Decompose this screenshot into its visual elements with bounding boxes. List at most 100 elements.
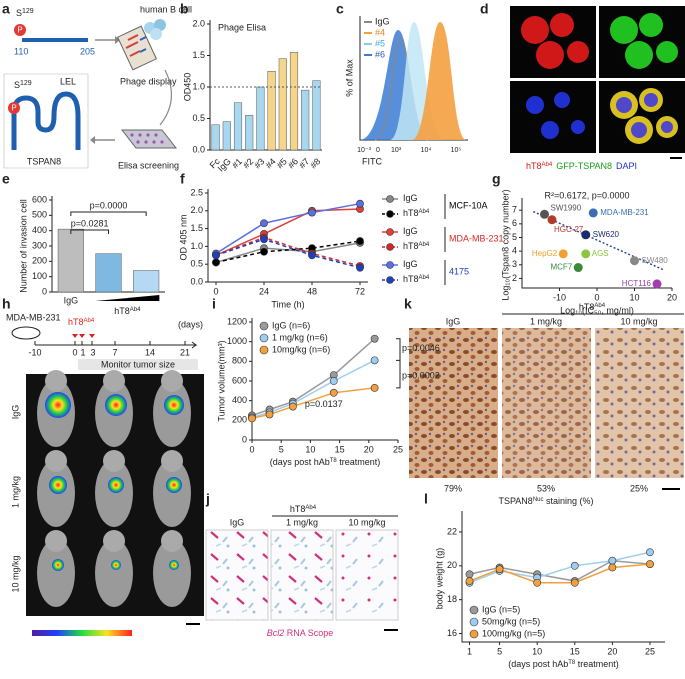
micrograph [335,529,399,621]
caption: Bcl2 RNA Scope [267,628,334,638]
x-tick-label: 10⁵ [451,147,462,154]
text: Ab4 [594,303,605,309]
mouse [95,539,133,607]
timeline-label: 14 [145,347,155,357]
text: hT8 [403,208,419,218]
bar [222,121,231,151]
micrograph [270,529,334,621]
axis-label: (days post hAbT8 treatment) [270,457,381,467]
column-label: 10 mg/kg [348,517,385,527]
marker [533,578,542,587]
legend-marker [386,228,394,236]
y-tick-label: 18 [447,594,457,604]
drug-label: hT8Ab4 [68,317,95,327]
point-label: SW620 [593,230,620,239]
group-label: MCF-10A [449,200,488,210]
mouse-head [45,450,67,472]
y-tick-label: 800 [232,356,247,366]
x-axis-label: FITC [362,156,382,166]
point-label: MDA-MB-231 [600,208,649,217]
group-label: 4175 [449,266,469,276]
x-tick-label: #8 [308,156,322,170]
y-tick-label: 2 [512,273,517,283]
bar [301,89,310,151]
signal [108,477,124,493]
panel-letter: g [492,171,501,187]
legend-label: IgG [403,226,418,236]
y-tick-label: 16 [447,628,457,638]
x-tick-label: 10 [629,292,639,302]
legend-marker [259,333,269,343]
y-tick-label: 0.5 [190,259,203,269]
panel-d: hT8Ab4 GFP-TSPAN8 DAPI [510,6,685,171]
x-tick-label: IgG [64,295,79,305]
marker [308,251,316,260]
phage-icon [116,25,158,71]
marker [370,334,379,343]
y-tick-label: 200 [32,256,47,266]
marker [646,548,654,557]
text: hT8 [579,302,595,312]
signal [111,560,121,570]
x-tick-label: 1 [467,646,472,656]
legend-marker [469,629,479,639]
y-tick-label: 22 [447,526,457,536]
y-tick-label: 200 [232,415,247,425]
x-tick-label: 10 [305,444,315,454]
loop-label: LEL [60,76,76,86]
timeline-label: 7 [112,347,117,357]
text: Ab4 [419,275,430,281]
x-tick-label: 15 [335,444,345,454]
y-tick-label: 0 [42,286,47,296]
x-tick-label: 10⁻³ [357,147,371,154]
legend-marker [469,605,479,615]
marker [370,383,379,392]
axis [461,511,665,643]
marker [608,563,617,572]
series-line [469,551,651,584]
bar [245,115,254,151]
percent-label: 25% [630,483,648,493]
x-tick-label: 25 [393,444,403,454]
bar [233,102,243,151]
x-axis-label: Time (h) [271,299,304,309]
legend-label: #4 [375,27,385,37]
unit-label: (days) [178,319,203,329]
panel-letter: h [2,296,11,312]
percent-label: 79% [444,483,462,493]
text: 129 [22,8,34,15]
point-label: MCF7 [550,263,572,272]
point [588,208,598,218]
start-label: 110 [14,46,28,56]
series-line [215,208,361,256]
signal [49,476,67,494]
legend-label: #5 [375,38,385,48]
cells [610,13,678,69]
b-cell-icon [144,19,166,40]
x-tick-label: 10 [532,646,542,656]
signal [105,394,127,416]
y-axis-label: Number of invasion cell [18,199,28,293]
text: TSPAN8 [498,496,532,506]
mouse-head [161,450,183,472]
annotation: p=0.0281 [71,218,109,228]
text: treatment) [337,457,381,467]
dose-arrows [72,328,95,338]
bar [312,80,321,151]
panel-letter: c [336,1,344,17]
text: DAPI [616,161,637,171]
point-label: HCT116 [622,279,652,288]
panel-letter: b [180,1,189,17]
marker [265,410,274,419]
point [630,256,639,266]
drug-label: hT8Ab4 [290,504,317,514]
x-tick-label: 0 [213,286,218,296]
x-tick-label: 20 [364,444,374,454]
arrow-head [90,136,95,144]
marker [288,402,297,411]
mouse [37,539,75,607]
text: Ab4 [305,505,316,511]
micrograph [502,328,591,478]
column-label: 1 mg/kg [286,517,318,527]
y-tick-label: 2.5 [190,187,203,197]
